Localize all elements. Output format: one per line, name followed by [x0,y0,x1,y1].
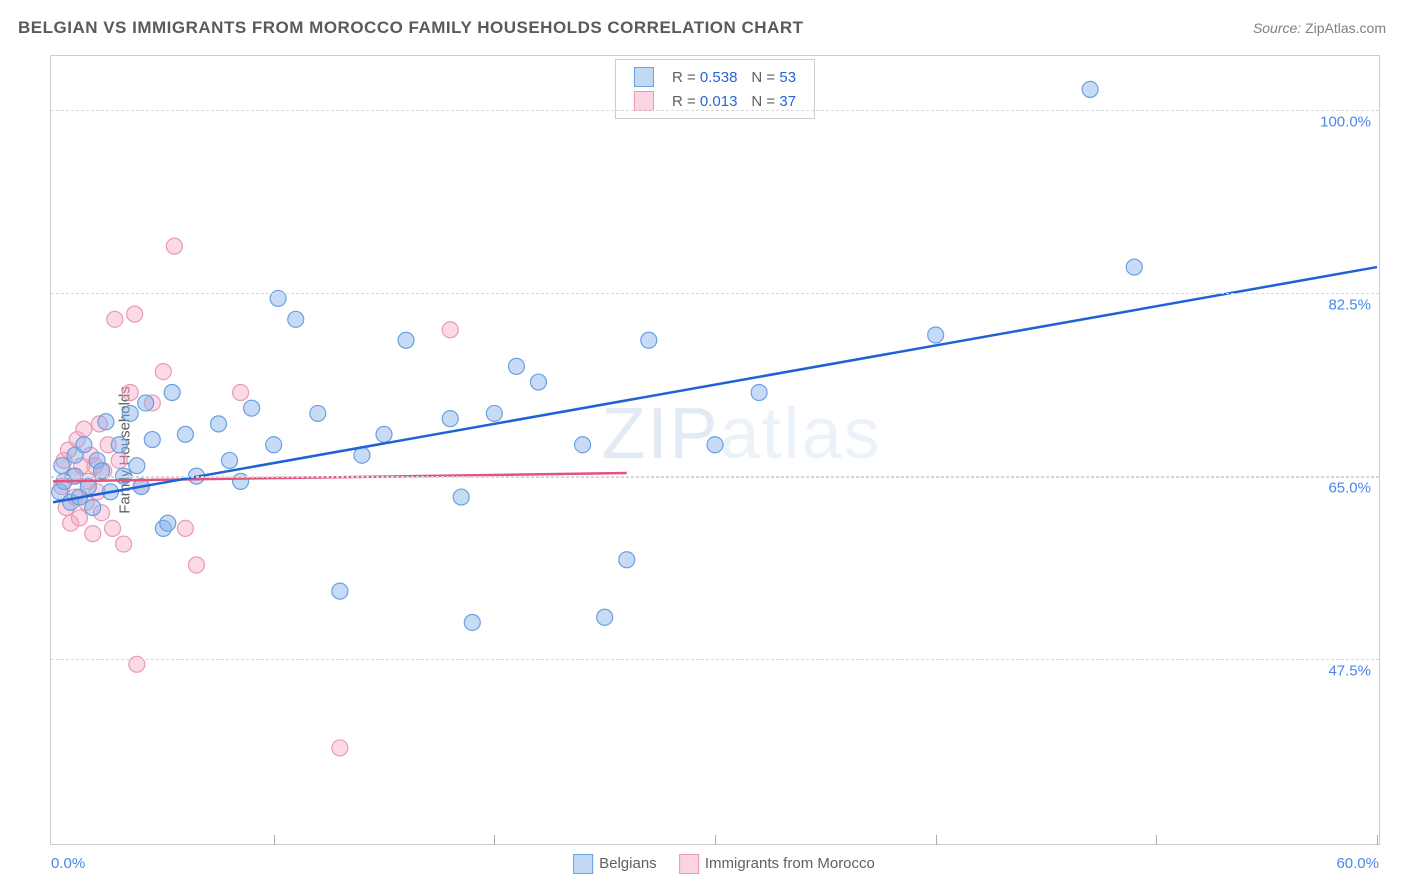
x-axis-max-label: 60.0% [1336,855,1379,872]
scatter-point-belgians [211,416,227,432]
swatch-blue-icon [573,854,593,874]
scatter-point-belgians [288,311,304,327]
n-label: N = [751,69,779,86]
scatter-point-belgians [111,437,127,453]
scatter-point-belgians [164,385,180,401]
scatter-point-belgians [85,499,101,515]
x-tick [1377,835,1378,845]
scatter-point-belgians [928,327,944,343]
y-tick-label: 82.5% [1328,297,1371,314]
scatter-point-belgians [138,395,154,411]
scatter-point-morocco [155,364,171,380]
scatter-point-morocco [442,322,458,338]
chart-source: Source: ZipAtlas.com [1253,20,1386,36]
scatter-point-belgians [332,583,348,599]
x-tick [936,835,937,845]
n-value-belgians: 53 [779,69,796,86]
legend-label-morocco: Immigrants from Morocco [705,855,875,872]
scatter-point-belgians [98,414,114,430]
y-tick-label: 47.5% [1328,663,1371,680]
legend-series: Belgians Immigrants from Morocco [555,854,875,874]
scatter-point-morocco [127,306,143,322]
scatter-point-belgians [530,374,546,390]
r-label: R = [672,69,700,86]
y-tick-label: 65.0% [1328,480,1371,497]
scatter-point-belgians [160,515,176,531]
scatter-point-belgians [222,452,238,468]
r-label: R = [672,93,700,110]
scatter-point-belgians [76,437,92,453]
scatter-point-morocco [85,526,101,542]
scatter-point-belgians [177,426,193,442]
legend-row-belgians: R = 0.538 N = 53 [628,66,802,88]
scatter-point-belgians [266,437,282,453]
scatter-point-morocco [116,536,132,552]
n-label: N = [751,93,779,110]
scatter-point-belgians [442,411,458,427]
scatter-point-morocco [107,311,123,327]
scatter-point-belgians [453,489,469,505]
scatter-point-belgians [144,432,160,448]
r-value-belgians: 0.538 [700,69,738,86]
scatter-point-belgians [129,458,145,474]
scatter-point-morocco [105,520,121,536]
plot-svg [51,56,1379,844]
scatter-point-belgians [508,358,524,374]
scatter-point-belgians [575,437,591,453]
scatter-point-morocco [76,421,92,437]
scatter-point-morocco [233,385,249,401]
gridline-pink [51,477,1379,478]
x-tick [494,835,495,845]
scatter-point-belgians [1082,81,1098,97]
scatter-point-belgians [597,609,613,625]
scatter-point-morocco [332,740,348,756]
legend-label-belgians: Belgians [599,855,657,872]
scatter-point-belgians [376,426,392,442]
gridline-h [51,659,1379,660]
scatter-point-belgians [751,385,767,401]
scatter-point-belgians [1126,259,1142,275]
x-tick [715,835,716,845]
legend-row-morocco: R = 0.013 N = 37 [628,90,802,112]
scatter-point-morocco [122,385,138,401]
scatter-point-belgians [486,405,502,421]
scatter-point-morocco [188,557,204,573]
source-value: ZipAtlas.com [1305,20,1386,36]
n-value-morocco: 37 [779,93,796,110]
scatter-point-belgians [310,405,326,421]
scatter-point-belgians [398,332,414,348]
trend-line-belgians [53,267,1377,502]
chart-title: BELGIAN VS IMMIGRANTS FROM MOROCCO FAMIL… [18,18,804,38]
scatter-point-morocco [166,238,182,254]
swatch-blue-icon [634,67,654,87]
scatter-point-morocco [71,510,87,526]
scatter-point-belgians [464,614,480,630]
scatter-point-morocco [111,452,127,468]
scatter-point-morocco [177,520,193,536]
scatter-point-belgians [641,332,657,348]
scatter-point-belgians [54,458,70,474]
scatter-point-belgians [619,552,635,568]
x-tick [1156,835,1157,845]
scatter-point-belgians [244,400,260,416]
r-value-morocco: 0.013 [700,93,738,110]
plot-area: Family Households ZIPatlas R = 0.538 N =… [50,55,1380,845]
scatter-point-belgians [122,405,138,421]
y-tick-label: 100.0% [1320,114,1371,131]
gridline-h [51,110,1379,111]
scatter-point-belgians [707,437,723,453]
gridline-h [51,293,1379,294]
swatch-pink-icon [634,91,654,111]
source-label: Source: [1253,20,1305,36]
swatch-pink-icon [679,854,699,874]
x-axis-min-label: 0.0% [51,855,85,872]
x-tick [274,835,275,845]
